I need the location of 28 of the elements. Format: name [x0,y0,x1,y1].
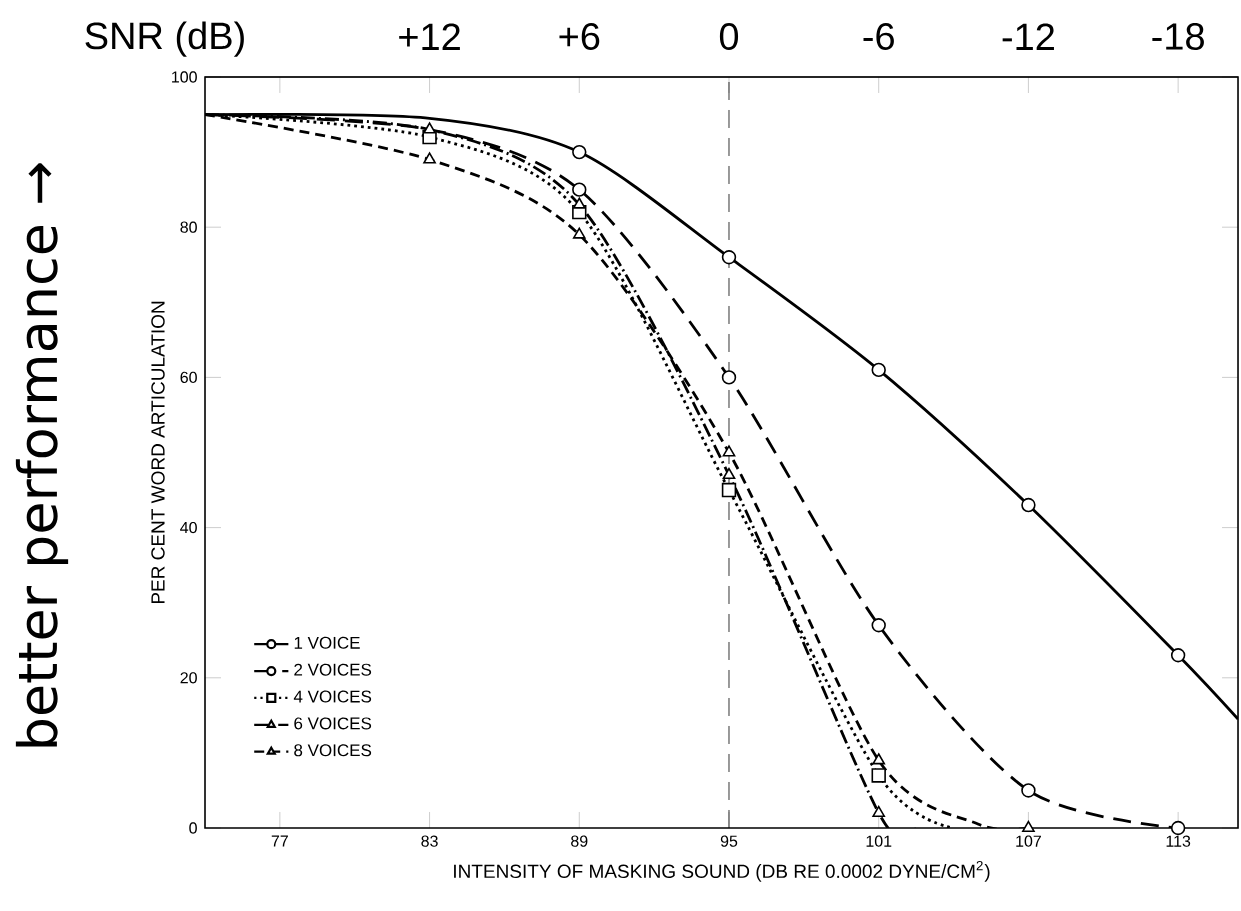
legend-label: 2 VOICES [294,663,372,676]
legend-label: 4 VOICES [293,690,372,703]
y-tick-label: 80 [180,221,197,233]
x2-tick-label: +6 [559,23,600,50]
y-tick-label: 100 [172,71,197,83]
x-tick-label: 101 [866,835,892,847]
y-tick-label: 20 [180,672,197,684]
text: better performance → [15,163,69,747]
x-tick-label: 83 [421,835,438,847]
x2-axis-title: SNR (dB) [85,21,244,57]
x-axis-title: INTENSITY OF MASKING SOUND (DB RE 0.0002 DYNE/CM$^{2}$) [454,860,990,882]
y-tick-label: 40 [180,521,197,534]
x-tick-label: 77 [271,835,288,847]
y-axis-title: PER CENT WORD ARTICULATION [151,301,165,604]
y-tick-label: 0 [189,822,197,834]
x2-tick-label: 0 [719,23,739,50]
x-tick-label: 113 [1166,835,1191,847]
x2-tick-label: -18 [1152,23,1204,50]
x2-tick-label: +12 [399,23,460,50]
legend-label: 6 VOICES [294,717,372,730]
x2-tick-label: -6 [863,23,894,50]
x-tick-label: 95 [720,835,738,847]
legend-label: 8 VOICES [294,744,372,757]
x2-tick-label: -12 [1002,23,1054,50]
x-tick-label: 89 [571,835,588,847]
legend-label: 1 VOICE [294,636,360,649]
y-tick-label: 60 [180,371,197,384]
x-tick-label: 107 [1016,835,1041,847]
